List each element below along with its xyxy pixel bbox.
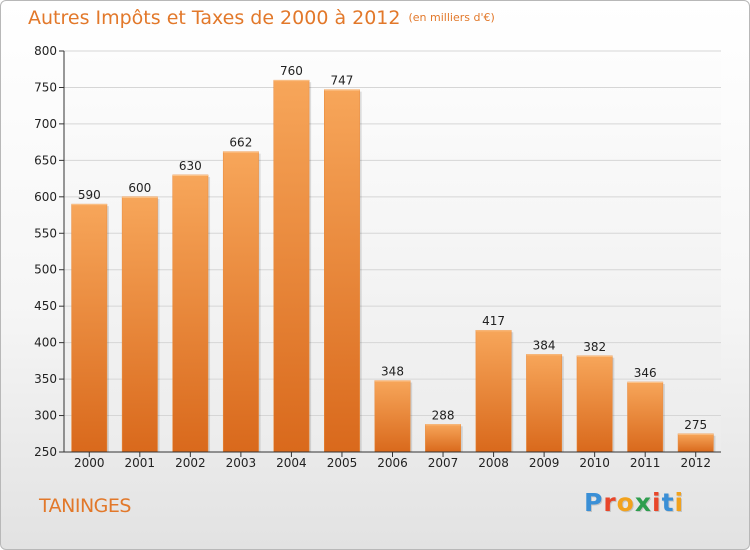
data-label: 417 bbox=[482, 314, 505, 328]
x-tick-label: 2010 bbox=[579, 456, 610, 470]
proxiti-logo[interactable]: Proxiti bbox=[584, 488, 684, 517]
data-label: 747 bbox=[331, 74, 354, 88]
logo-letter: o bbox=[616, 488, 635, 517]
data-label: 382 bbox=[583, 340, 606, 354]
bar bbox=[374, 380, 411, 453]
data-label: 275 bbox=[684, 418, 707, 432]
x-tick-label: 2011 bbox=[630, 456, 661, 470]
x-tick-label: 2002 bbox=[175, 456, 206, 470]
axis-layer: 250 300 350 400 450 500 550 600 650 700 750 800 2000… bbox=[34, 44, 721, 470]
logo-letter: i bbox=[674, 488, 685, 517]
data-label-layer: 590 600 630 662 760 747 348 288 417 384 382 346 275 bbox=[78, 64, 707, 432]
x-tick-label: 2009 bbox=[529, 456, 560, 470]
bar bbox=[677, 433, 714, 453]
data-label: 288 bbox=[432, 408, 455, 422]
y-tick-label: 400 bbox=[34, 336, 57, 350]
x-tick-label: 2006 bbox=[377, 456, 408, 470]
unit-note: (en milliers d'€) bbox=[408, 11, 495, 24]
logo-letter: x bbox=[634, 488, 652, 517]
x-tick-label: 2000 bbox=[74, 456, 105, 470]
x-tick-label: 2012 bbox=[680, 456, 711, 470]
data-label: 590 bbox=[78, 188, 101, 202]
y-tick-label: 600 bbox=[34, 190, 57, 204]
logo-letter: P bbox=[584, 488, 604, 517]
data-label: 346 bbox=[634, 366, 657, 380]
logo-letter: t bbox=[661, 488, 675, 517]
y-tick-label: 800 bbox=[34, 44, 57, 58]
y-tick-label: 700 bbox=[34, 117, 57, 131]
x-tick-label: 2008 bbox=[478, 456, 509, 470]
town-name: TANINGES bbox=[39, 495, 131, 517]
bar-layer bbox=[71, 79, 716, 453]
data-label: 384 bbox=[533, 338, 556, 352]
bar bbox=[172, 174, 209, 453]
bar bbox=[627, 381, 664, 453]
chart-title: Autres Impôts et Taxes de 2000 à 2012 (en… bbox=[28, 7, 495, 29]
bar bbox=[121, 196, 158, 453]
x-tick-label: 2003 bbox=[226, 456, 257, 470]
data-label: 760 bbox=[280, 64, 303, 78]
y-tick-label: 300 bbox=[34, 409, 57, 423]
bar bbox=[324, 89, 360, 453]
data-label: 600 bbox=[128, 181, 151, 195]
chart-title-text: Autres Impôts et Taxes de 2000 à 2012 bbox=[28, 7, 401, 29]
x-tick-label: 2005 bbox=[327, 456, 358, 470]
y-tick-label: 250 bbox=[34, 445, 57, 459]
data-label: 630 bbox=[179, 159, 202, 173]
y-tick-label: 350 bbox=[34, 372, 57, 386]
bar bbox=[576, 355, 613, 453]
y-tick-label: 500 bbox=[34, 263, 57, 277]
bar bbox=[475, 329, 512, 453]
logo-letter: r bbox=[603, 488, 617, 517]
x-tick-label: 2004 bbox=[276, 456, 307, 470]
data-label: 662 bbox=[229, 136, 252, 150]
logo-letter: i bbox=[652, 488, 662, 517]
data-label: 348 bbox=[381, 365, 404, 379]
y-tick-label: 650 bbox=[34, 153, 57, 167]
bar bbox=[71, 203, 108, 453]
y-tick-label: 450 bbox=[34, 299, 57, 313]
x-tick-label: 2001 bbox=[125, 456, 156, 470]
bar bbox=[273, 79, 310, 453]
bar bbox=[222, 151, 259, 453]
y-tick-label: 550 bbox=[34, 226, 57, 240]
bar bbox=[526, 354, 563, 453]
bar bbox=[425, 424, 461, 453]
y-tick-label: 750 bbox=[34, 80, 57, 94]
x-tick-label: 2007 bbox=[428, 456, 459, 470]
